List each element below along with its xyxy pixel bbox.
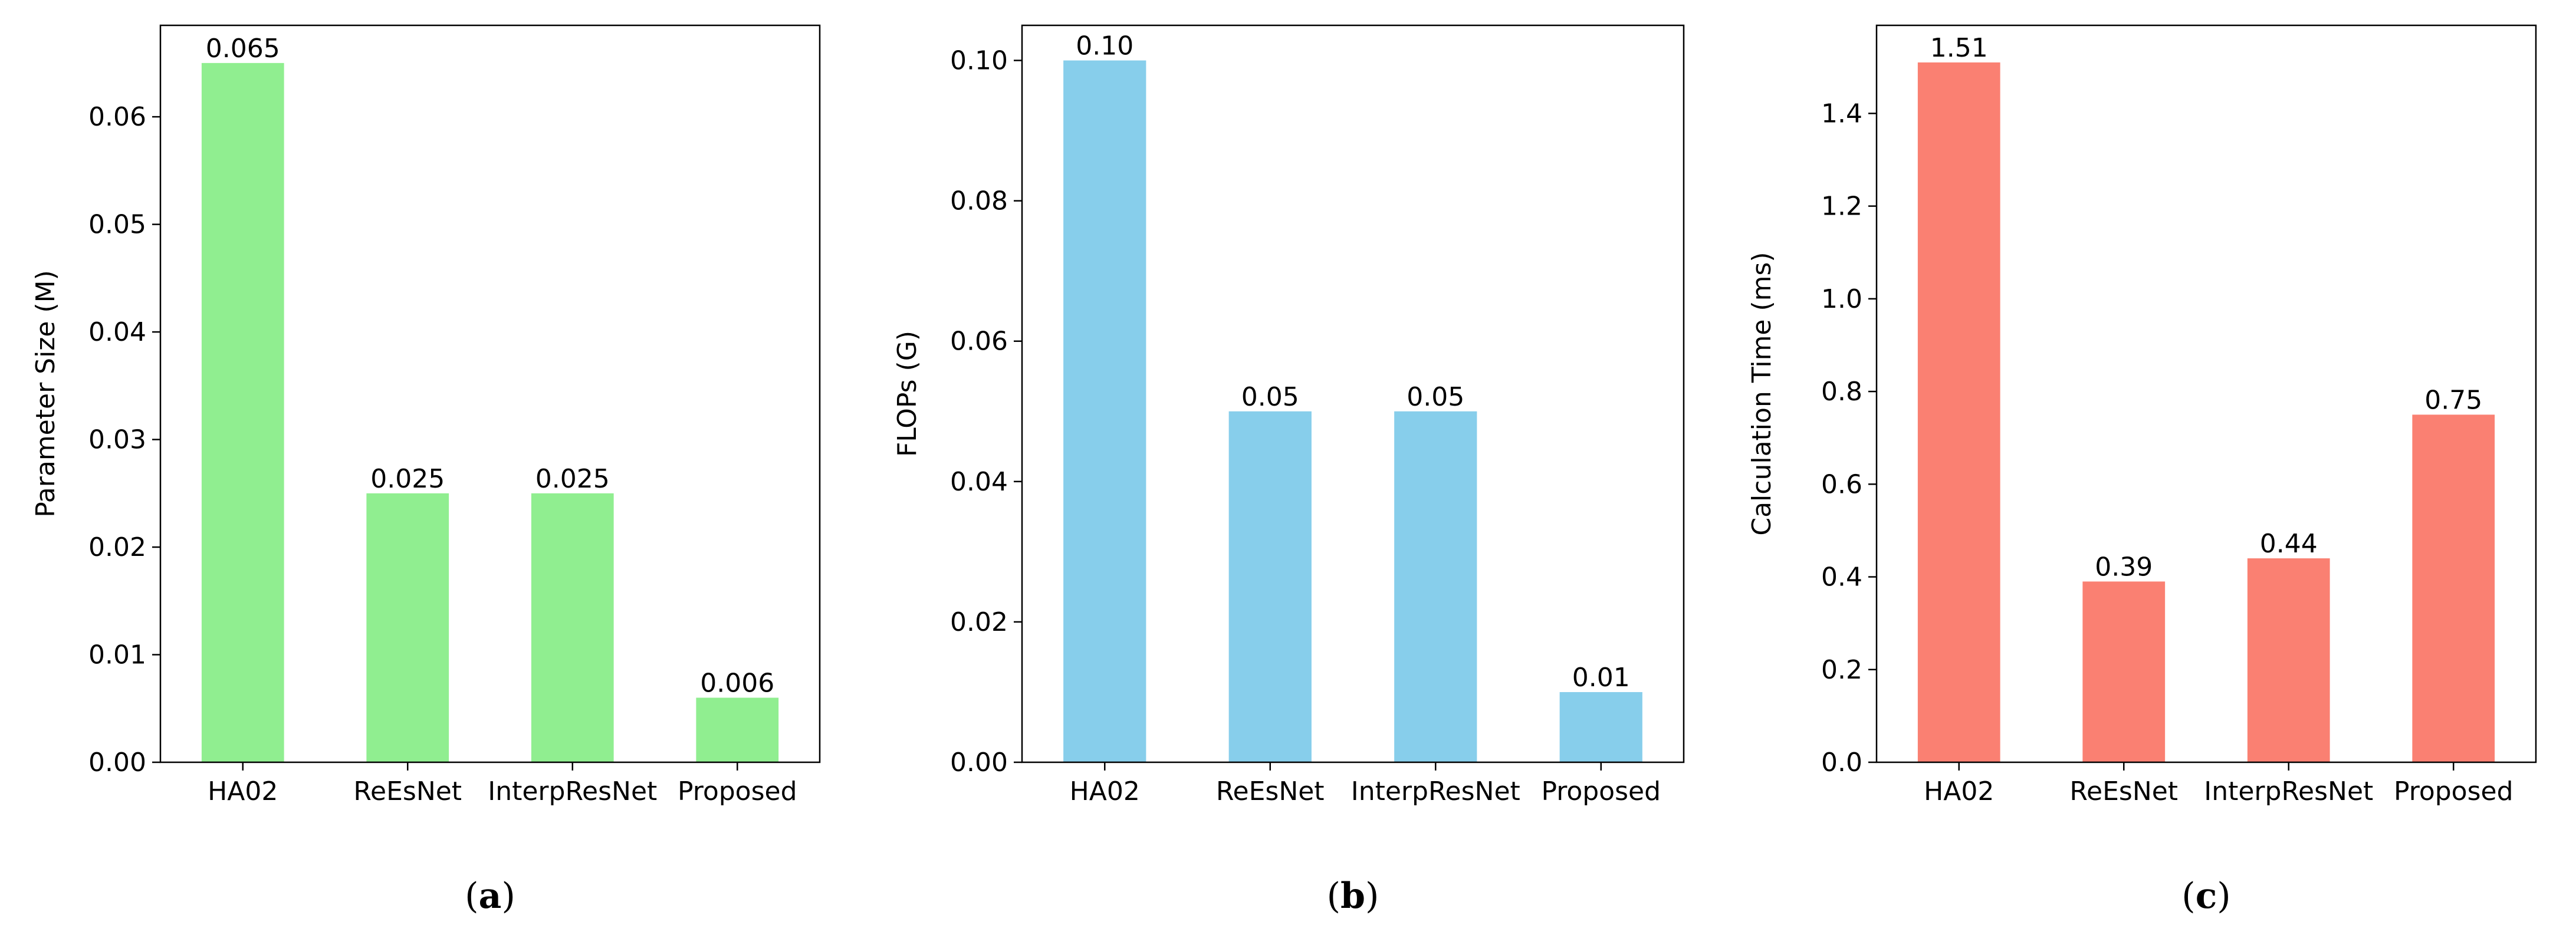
bar [366,493,449,762]
y-tick-label: 0.00 [950,748,1008,778]
y-tick-label: 0.4 [1821,562,1862,592]
value-label: 0.39 [2095,552,2153,582]
axes-frame [1875,24,2537,763]
bar [1063,60,1146,763]
y-tick-label: 0.04 [950,467,1008,497]
panel-letter: b [1340,875,1365,917]
y-tick-label: 0.06 [88,102,146,132]
x-tick-label: InterpResNet [1351,776,1520,806]
value-label: 0.05 [1407,382,1464,412]
value-label: 0.75 [2424,385,2482,415]
y-tick-label: 0.0 [1821,748,1862,778]
value-label: 0.44 [2260,529,2318,559]
y-tick-label: 1.2 [1821,192,1862,222]
y-tick-label: 0.2 [1821,655,1862,685]
y-tick-label: 0.04 [88,317,146,347]
bar [2247,558,2330,762]
panel-caption: (b) [1327,875,1379,917]
axes-frame [1021,24,1685,763]
x-tick-label: ReEsNet [2069,776,2178,806]
value-label: 0.006 [700,669,774,699]
x-tick-label: Proposed [1541,776,1661,806]
y-tick-label: 0.00 [88,748,146,778]
x-tick-label: InterpResNet [488,776,657,806]
bar [2412,414,2495,762]
y-tick-label: 0.02 [950,607,1008,637]
y-tick-label: 0.6 [1821,469,1862,499]
bar [531,493,614,762]
x-tick-label: InterpResNet [2204,776,2373,806]
bar [1394,411,1477,762]
x-tick-label: HA02 [208,776,278,806]
x-tick-label: HA02 [1070,776,1140,806]
bar [1917,62,2000,763]
chart-panel-b: 0.10 HA02 0.05 ReEsNet 0.05 InterpResNet 0.01 P… [892,24,1685,917]
axes-frame [159,24,821,763]
y-tick-label: 0.06 [950,327,1008,357]
y-tick-label: 0.02 [88,532,146,562]
value-label: 1.51 [1930,33,1988,63]
bar [1228,411,1312,762]
panel-letter: c [2196,875,2217,917]
y-tick-label: 1.4 [1821,98,1862,129]
y-tick-label: 1.0 [1821,284,1862,314]
y-tick-label: 0.01 [88,640,146,670]
y-axis-title: Calculation Time (ms) [1747,252,1777,535]
x-tick-label: Proposed [678,776,797,806]
x-tick-label: ReEsNet [353,776,462,806]
chart-panel-c: 1.51 HA02 0.39 ReEsNet 0.44 InterpResNet 0.75 P… [1747,24,2537,917]
chart-panel-a: 0.065 HA02 0.025 ReEsNet 0.025 InterpResNet 0.… [31,24,821,917]
value-label: 0.05 [1241,382,1299,412]
value-label: 0.01 [1572,663,1630,693]
value-label: 0.10 [1076,31,1133,61]
panel-letter: a [479,875,502,917]
bar [201,62,284,762]
bar [696,697,779,762]
value-label: 0.065 [206,34,280,64]
y-tick-label: 0.8 [1821,377,1862,407]
y-tick-label: 0.03 [88,425,146,455]
bar [2082,581,2166,762]
value-label: 0.025 [535,464,610,494]
y-tick-label: 0.05 [88,210,146,240]
panel-caption: (c) [2181,875,2230,917]
x-tick-label: ReEsNet [1216,776,1325,806]
bar [1559,692,1642,762]
y-axis-title: Parameter Size (M) [31,270,61,518]
y-tick-label: 0.10 [950,46,1008,76]
y-tick-label: 0.08 [950,186,1008,216]
panel-caption: (a) [465,875,515,917]
value-label: 0.025 [370,464,445,494]
y-axis-title: FLOPs (G) [892,331,922,457]
x-tick-label: HA02 [1924,776,1994,806]
x-tick-label: Proposed [2394,776,2513,806]
